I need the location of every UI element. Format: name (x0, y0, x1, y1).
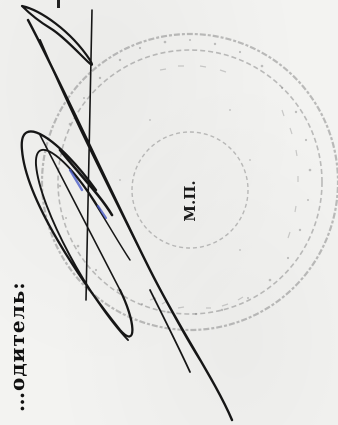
top-edge-mark (57, 0, 60, 8)
signature-loop-3 (58, 148, 114, 217)
seal-inner-ring (57, 49, 323, 315)
seal-lettering-texture (58, 39, 312, 316)
seal-center-ring (131, 131, 249, 249)
seal-text-strokes (149, 65, 299, 309)
signature-main-sweep-2 (39, 39, 201, 361)
signature-cross-1 (39, 134, 121, 291)
signature-vertical-stroke (85, 9, 93, 301)
signature-blue-accent-2 (96, 204, 108, 220)
signature-loop-1 (20, 130, 134, 338)
signature-blue-accent-1 (68, 168, 84, 192)
signature-loop-2 (35, 149, 129, 341)
seal-outer-ring (40, 32, 338, 332)
signature-tail (149, 289, 191, 373)
signature-cross-2 (69, 169, 131, 261)
signature-top-loop (20, 4, 93, 66)
